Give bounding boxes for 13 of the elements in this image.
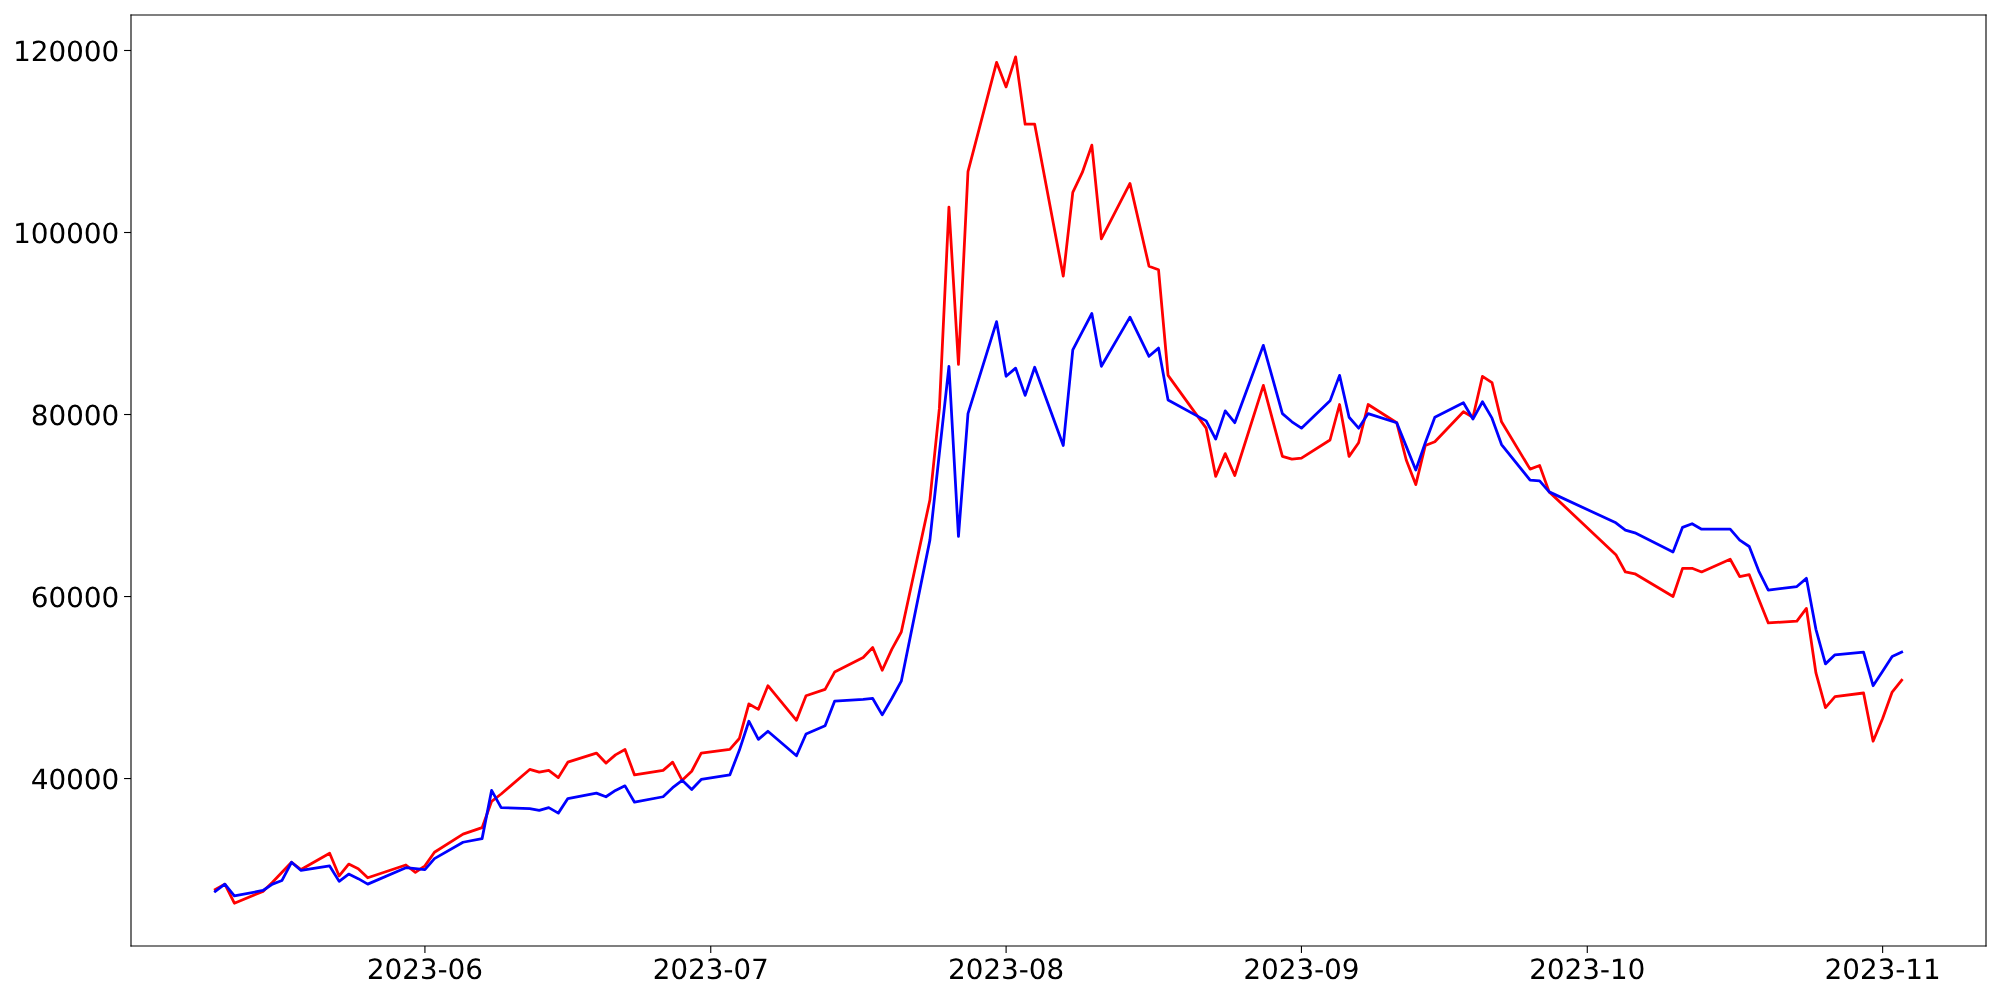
y-tick-label: 120000 — [16, 40, 118, 62]
y-tick-label: 40000 — [32, 768, 118, 790]
x-tick-label: 2023-10 — [1531, 958, 1644, 980]
x-tick-label: 2023-09 — [1245, 958, 1358, 980]
line-series — [213, 55, 1904, 905]
x-tick-label: 2023-11 — [1826, 958, 1939, 980]
y-tick-label: 80000 — [32, 404, 118, 426]
line-series — [213, 312, 1904, 898]
y-tick-label: 60000 — [32, 586, 118, 608]
x-tick-label: 2023-06 — [368, 958, 482, 980]
x-tick-label: 2023-08 — [950, 958, 1063, 980]
x-tick-label: 2023-07 — [654, 958, 767, 980]
y-tick-label: 100000 — [16, 222, 118, 244]
